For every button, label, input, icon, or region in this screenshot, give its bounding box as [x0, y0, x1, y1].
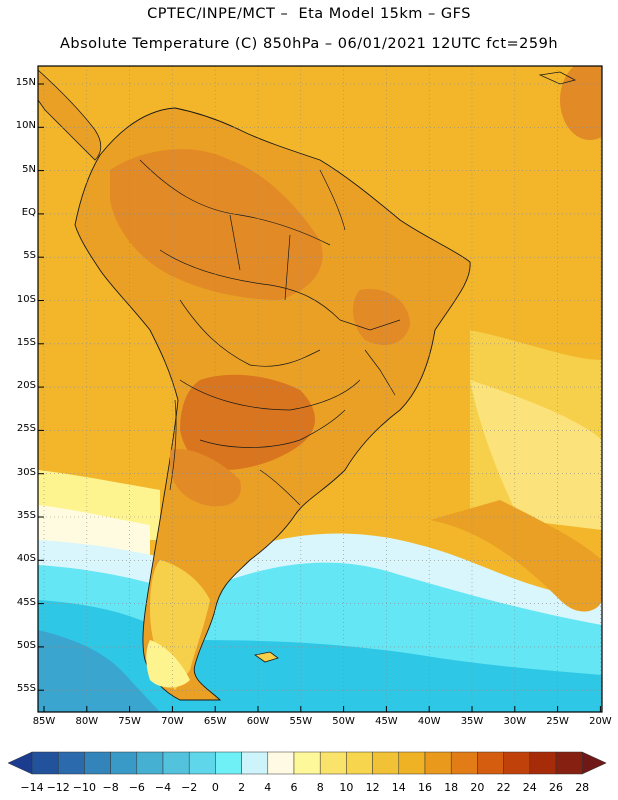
colorbar-label-7: 0	[211, 781, 219, 794]
hot-zone-amazon	[110, 149, 323, 300]
chart-title-line-1: CPTEC/INPE/MCT – Eta Model 15km – GFS	[147, 6, 471, 22]
lon-label-60w: 60W	[246, 716, 270, 727]
colorbar-swatch-9	[241, 751, 269, 775]
colorbar-label-16: 18	[444, 781, 459, 794]
colorbar-swatch-1	[31, 751, 59, 775]
lon-label-40w: 40W	[417, 716, 441, 727]
colorbar-swatch-16	[424, 751, 452, 775]
lat-label-55s: 55S	[16, 683, 36, 695]
colorbar-swatch-12	[319, 751, 347, 775]
lat-label-10n: 10N	[15, 120, 36, 132]
colorbar-swatch-15	[398, 751, 426, 775]
colorbar-label-21: 28	[575, 781, 590, 794]
lon-label-65w: 65W	[203, 716, 227, 727]
colorbar-swatch-8	[215, 751, 242, 775]
colorbar-label-15: 16	[418, 781, 432, 794]
colorbar-label-11: 8	[316, 781, 324, 794]
lon-label-75w: 75W	[118, 716, 141, 727]
country-borders	[139, 159, 401, 506]
central-america-land	[38, 69, 102, 161]
lon-label-35w: 35W	[460, 716, 484, 727]
colorbar-swatch-5	[136, 751, 164, 775]
colorbar-swatch-7	[188, 751, 216, 775]
lon-label-25w: 25W	[546, 716, 569, 727]
blue-band-southwest	[38, 630, 160, 712]
lat-label-20s: 20S	[16, 380, 36, 392]
colorbar-swatch-0	[7, 751, 33, 775]
falkland-islands	[254, 651, 279, 663]
colorbar-swatch-2	[57, 751, 85, 775]
lon-label-55w: 55W	[289, 716, 313, 727]
hot-zone-pampas	[170, 449, 241, 507]
lat-label-10s: 10S	[16, 293, 36, 305]
caribbean-islands	[538, 71, 577, 85]
colorbar-label-18: 22	[496, 781, 511, 794]
colorbar-swatch-19	[503, 751, 531, 775]
tierra-del-fuego-cool	[146, 640, 190, 688]
colorbar-label-19: 24	[522, 781, 537, 794]
lat-label-35s: 35S	[16, 510, 36, 521]
colorbar-label-10: 6	[290, 781, 298, 794]
lat-label-eq: EQ	[21, 206, 36, 218]
lon-label-85w: 85W	[32, 716, 56, 727]
lon-label-45w: 45W	[375, 716, 398, 727]
pale-band-east	[470, 380, 602, 530]
lat-label-5n: 5N	[22, 163, 36, 175]
lat-label-50s: 50S	[16, 639, 36, 651]
lon-label-20w: 20W	[589, 716, 612, 727]
lat-label-45s: 45S	[16, 596, 36, 608]
colorbar-swatch-18	[477, 751, 504, 775]
colorbar-swatch-10	[267, 751, 295, 775]
map-frame	[37, 65, 603, 713]
hot-patch-northeast	[560, 66, 602, 140]
colorbar-label-6: −2	[181, 781, 198, 794]
colorbar-label-9: 4	[264, 781, 272, 794]
warm-tongue-atlantic	[430, 500, 602, 612]
colorbar-label-12: 10	[339, 781, 354, 794]
colorbar-label-20: 26	[549, 781, 563, 794]
hot-zone-chaco	[180, 374, 315, 470]
hot-zone-bahia	[353, 289, 410, 345]
colorbar-swatch-11	[293, 751, 321, 775]
colorbar-label-0: −14	[20, 781, 44, 794]
colorbar-swatch-20	[529, 751, 557, 775]
lat-label-5s: 5S	[23, 250, 36, 262]
colorbar-swatch-14	[372, 751, 400, 775]
colorbar-label-3: −8	[102, 781, 119, 794]
lat-label-15s: 15S	[16, 336, 36, 348]
lon-label-50w: 50W	[332, 716, 355, 727]
lat-label-15n: 15N	[15, 77, 36, 88]
colorbar-swatch-13	[346, 751, 373, 775]
colorbar-swatch-3	[84, 751, 111, 775]
colorbar-label-8: 2	[238, 781, 246, 794]
colorbar-swatch-21	[555, 751, 583, 775]
colorbar-label-4: −6	[128, 781, 145, 794]
lon-label-70w: 70W	[161, 716, 184, 727]
lat-label-40s: 40S	[16, 553, 36, 565]
colorbar-swatch-4	[110, 751, 138, 775]
colorbar-label-14: 14	[391, 781, 406, 794]
colorbar-label-13: 12	[365, 781, 380, 794]
lon-label-80w: 80W	[75, 716, 99, 727]
colorbar-label-5: −4	[154, 781, 172, 794]
lat-label-30s: 30S	[16, 466, 36, 478]
colorbar-swatch-17	[450, 751, 478, 775]
axis-ticks	[38, 83, 601, 712]
temperature-colorbar	[7, 751, 607, 775]
colorbar-label-1: −12	[46, 781, 70, 794]
colorbar-swatch-6	[162, 751, 190, 775]
colorbar-swatch-22	[581, 751, 607, 775]
lat-label-25s: 25S	[16, 423, 36, 435]
chart-title-line-2: Absolute Temperature (C) 850hPa – 06/01/…	[59, 36, 559, 52]
colorbar-label-17: 20	[470, 781, 485, 794]
lon-label-30w: 30W	[503, 716, 527, 727]
colorbar-label-2: −10	[72, 781, 96, 794]
